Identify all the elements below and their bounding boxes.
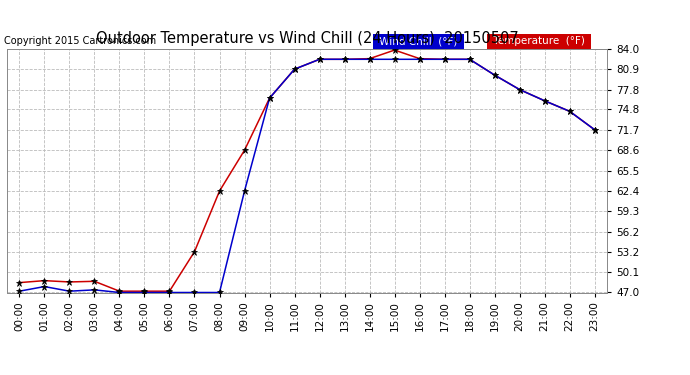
Text: Temperature  (°F): Temperature (°F) — [490, 36, 589, 46]
Title: Outdoor Temperature vs Wind Chill (24 Hours)  20150507: Outdoor Temperature vs Wind Chill (24 Ho… — [96, 31, 518, 46]
Text: Wind Chill  (°F): Wind Chill (°F) — [376, 36, 461, 46]
Text: Copyright 2015 Cartronics.com: Copyright 2015 Cartronics.com — [4, 36, 156, 46]
